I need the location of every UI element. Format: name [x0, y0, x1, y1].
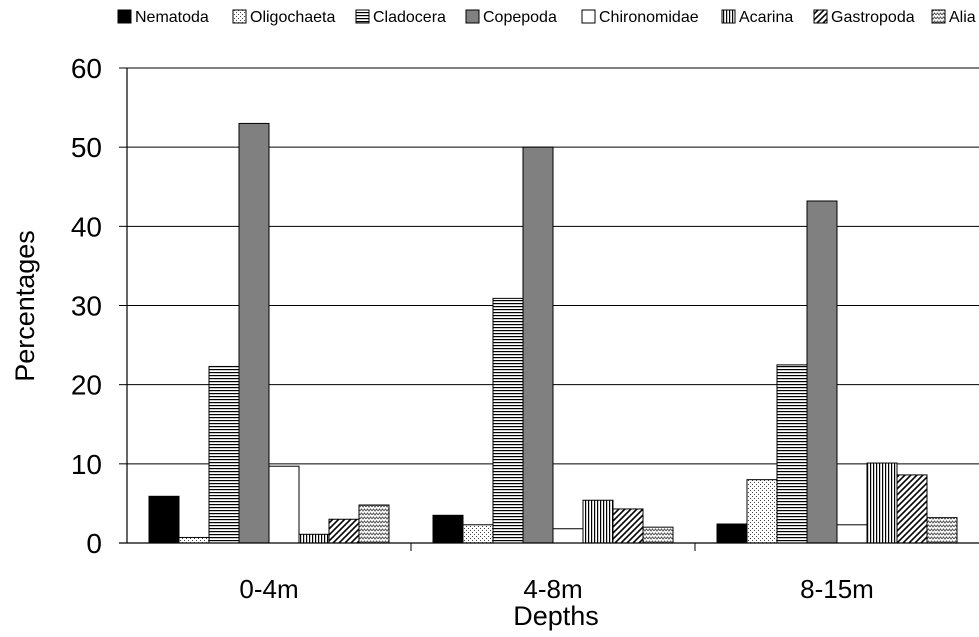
legend-label-copepoda: Copepoda [483, 9, 557, 26]
bar-acarina-0-4m [298, 533, 330, 544]
y-tick-label: 20 [71, 370, 102, 401]
axes [119, 68, 979, 551]
legend-swatch-acarina [721, 9, 736, 24]
legend-swatch-copepoda [465, 9, 480, 24]
bar-acarina-8-15m [866, 462, 898, 544]
y-tick-label: 40 [71, 211, 102, 242]
bar-nematoda-0-4m [148, 495, 180, 544]
bar-oligochaeta-4-8m [462, 524, 494, 544]
bar-alia-0-4m [358, 504, 390, 544]
y-axis-title: Percentages [10, 230, 40, 382]
legend-swatch-gastropoda [813, 9, 828, 24]
legend-label-chironomidae: Chironomidae [599, 9, 699, 26]
legend-swatch-chironomidae [581, 9, 596, 24]
bar-oligochaeta-0-4m [178, 536, 210, 544]
bar-copepoda-0-4m [238, 122, 270, 544]
bar-copepoda-8-15m [806, 200, 838, 544]
legend-swatch-oligochaeta [232, 9, 247, 24]
bar-cladocera-8-15m [776, 364, 808, 544]
bar-cladocera-0-4m [208, 365, 240, 544]
bar-alia-8-15m [926, 517, 958, 544]
legend-label-cladocera: Cladocera [373, 9, 446, 26]
bar-cladocera-4-8m [492, 297, 524, 544]
y-tick-label: 0 [86, 528, 102, 559]
bars [148, 122, 958, 544]
x-category-label: 0-4m [239, 574, 298, 604]
y-tick-label: 30 [71, 291, 102, 322]
bar-alia-4-8m [642, 526, 674, 544]
bar-copepoda-4-8m [522, 146, 554, 544]
x-category-labels: 0-4m 4-8m 8-15m [239, 574, 873, 604]
legend-label-gastropoda: Gastropoda [831, 9, 915, 26]
legend-label-alia: Alia [949, 9, 976, 26]
bar-nematoda-8-15m [716, 523, 748, 544]
bar-oligochaeta-8-15m [746, 479, 778, 544]
y-tick-labels: 0 10 20 30 40 50 60 [71, 53, 102, 559]
x-category-label: 4-8m [523, 574, 582, 604]
bar-chironomidae-0-4m [268, 465, 300, 544]
y-tick-label: 60 [71, 53, 102, 84]
y-tick-label: 50 [71, 132, 102, 163]
bar-nematoda-4-8m [432, 514, 464, 544]
bar-chironomidae-8-15m [836, 524, 868, 544]
legend-label-oligochaeta: Oligochaeta [250, 9, 335, 26]
x-category-label: 8-15m [800, 574, 874, 604]
legend-swatch-nematoda [117, 9, 132, 24]
bar-acarina-4-8m [582, 499, 614, 544]
legend-swatch-cladocera [355, 9, 370, 24]
legend-label-nematoda: Nematoda [135, 9, 209, 26]
bar-gastropoda-0-4m [328, 518, 360, 544]
y-tick-label: 10 [71, 449, 102, 480]
legend-label-acarina: Acarina [739, 9, 793, 26]
bar-chironomidae-4-8m [552, 528, 584, 544]
bar-gastropoda-8-15m [896, 474, 928, 544]
x-axis-title: Depths [513, 601, 599, 631]
legend-swatch-alia [931, 9, 946, 24]
legend: Nematoda Oligochaeta Cladocera Copepoda Chir… [117, 9, 976, 26]
bar-gastropoda-4-8m [612, 508, 644, 544]
